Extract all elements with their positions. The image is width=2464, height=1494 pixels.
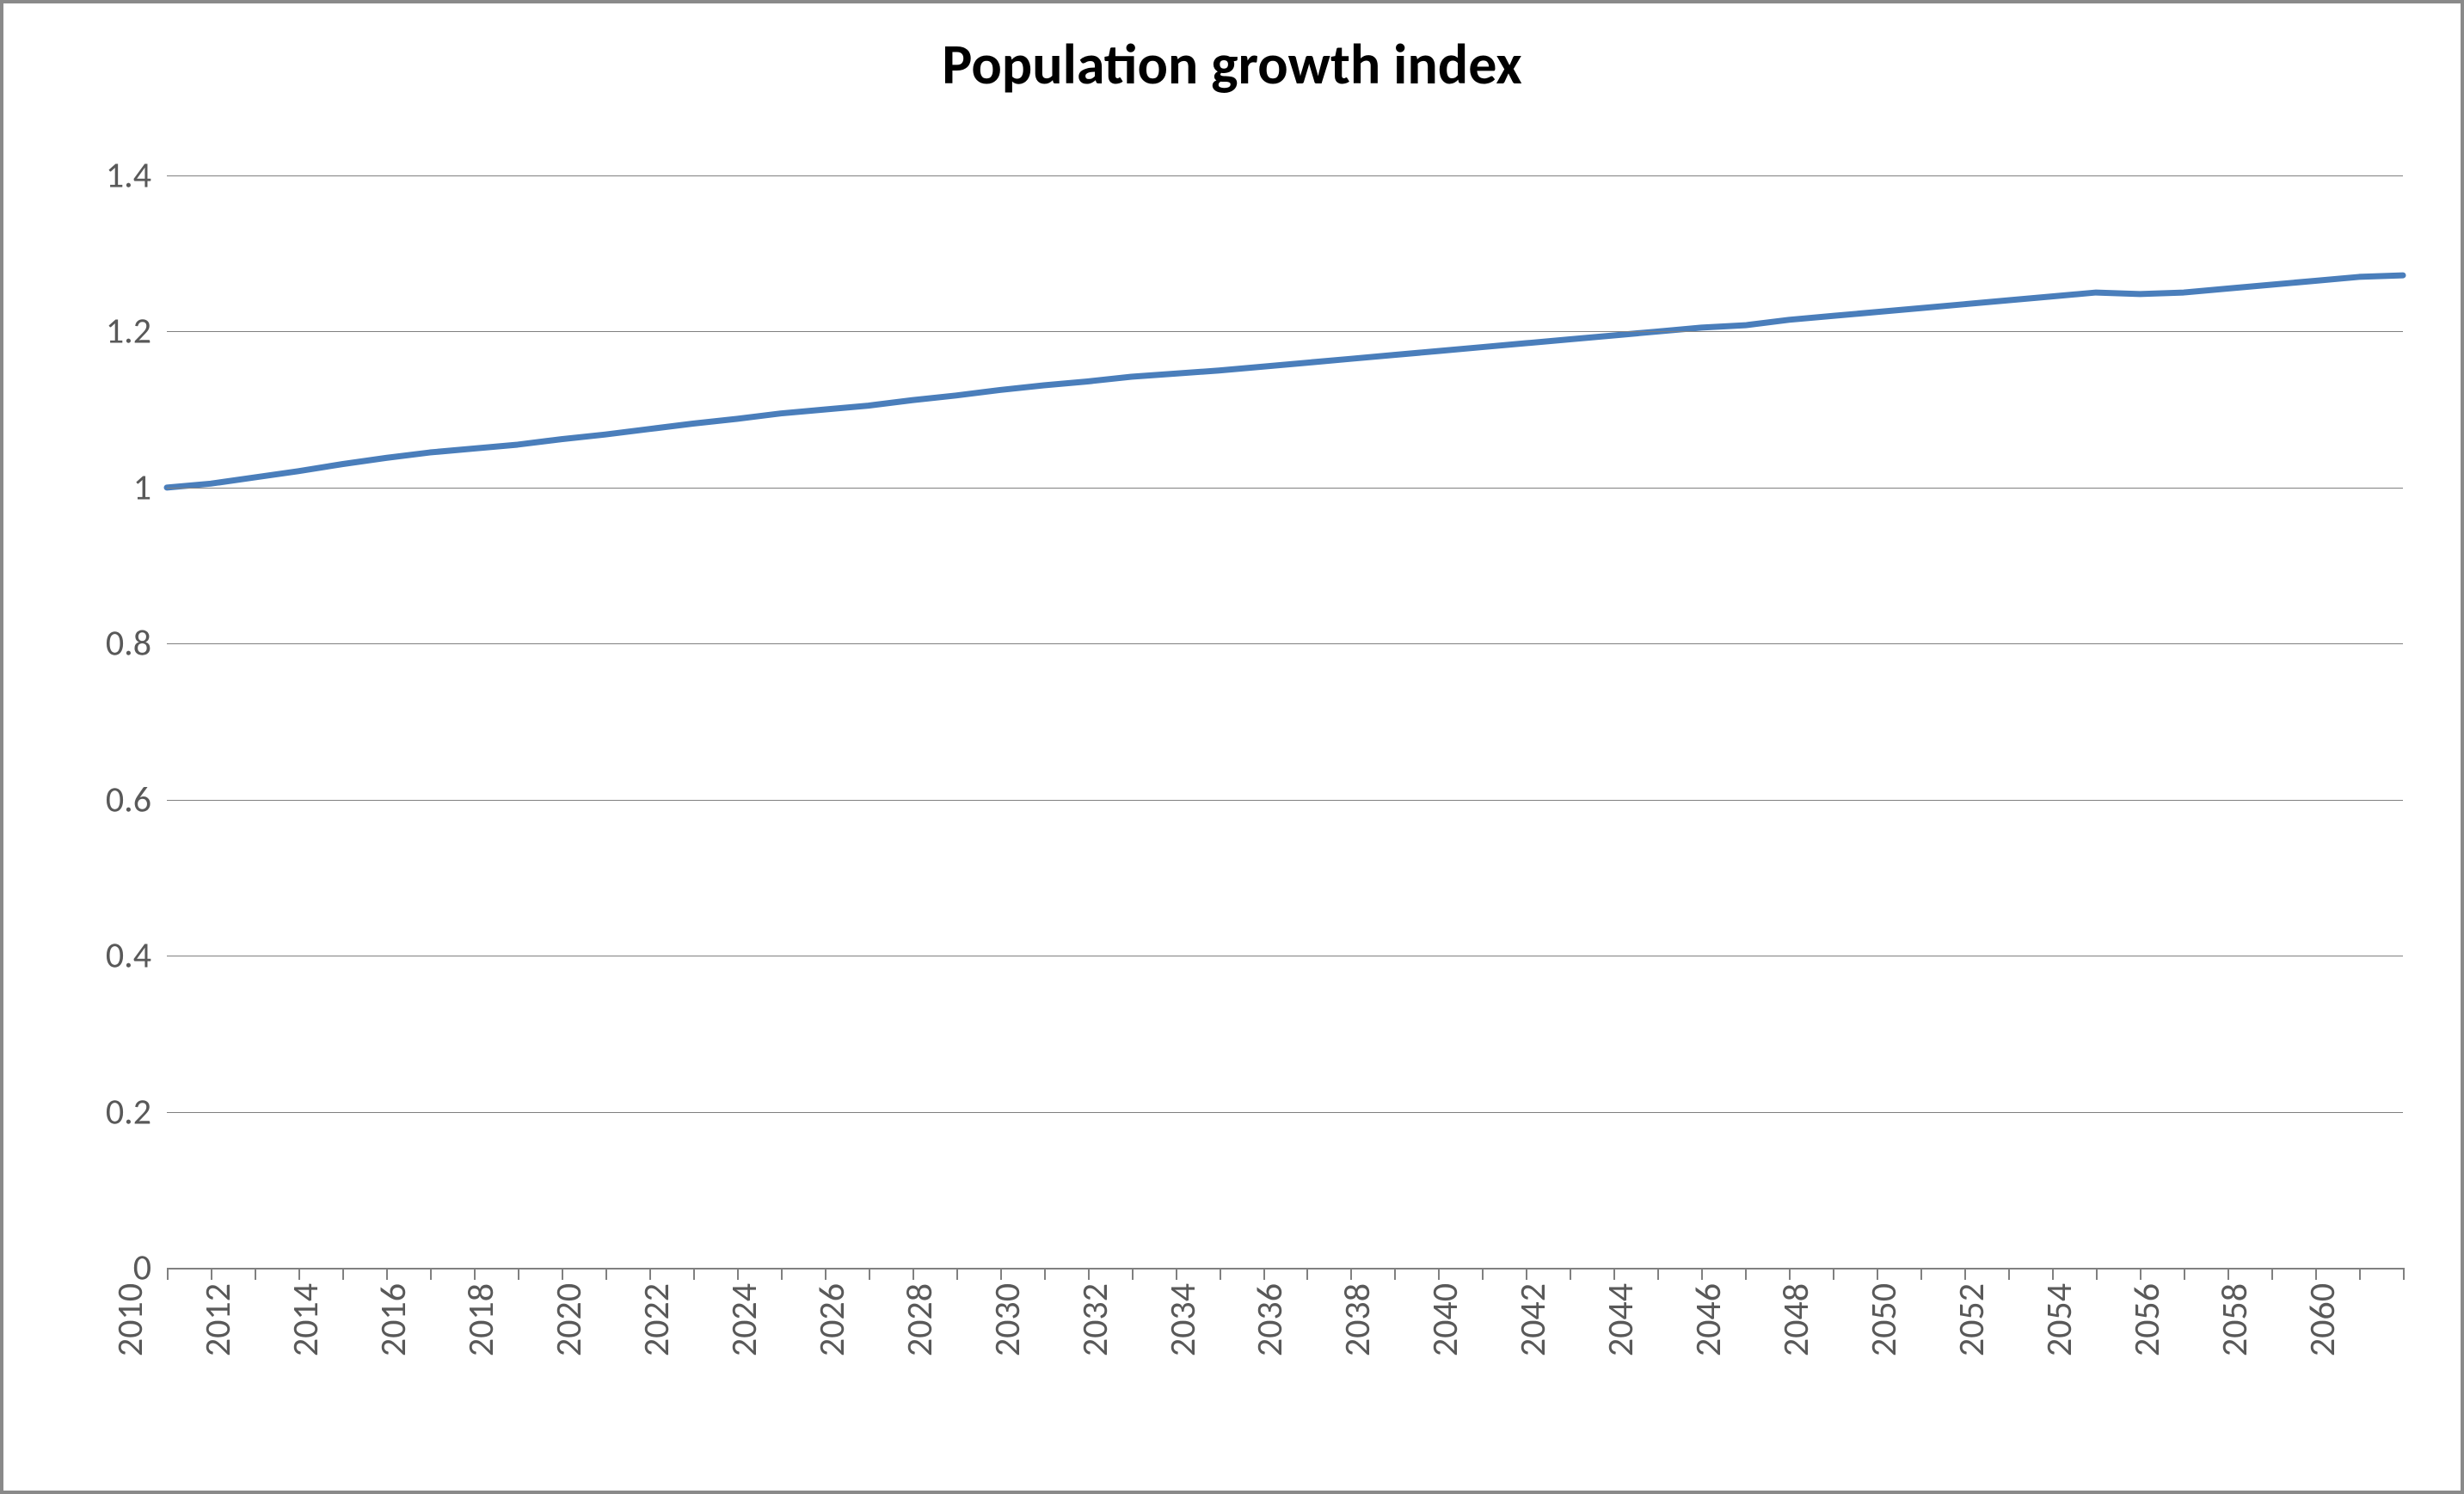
x-tick-mark (1701, 1268, 1703, 1280)
x-tick-mark (1350, 1268, 1352, 1280)
x-tick-mark (1833, 1268, 1834, 1280)
plot-area: 00.20.40.60.811.21.420102012201420162018… (167, 175, 2403, 1268)
x-tick-mark (1394, 1268, 1396, 1280)
y-tick-label: 1.4 (106, 154, 167, 198)
gridline-h (167, 331, 2403, 332)
x-tick-label: 2018 (459, 1283, 503, 1356)
x-tick-mark (1176, 1268, 1177, 1280)
x-tick-label: 2016 (372, 1283, 415, 1356)
x-tick-mark (693, 1268, 695, 1280)
x-tick-label: 2014 (284, 1283, 328, 1356)
x-tick-mark (2403, 1268, 2405, 1280)
x-tick-mark (386, 1268, 388, 1280)
x-tick-label: 2020 (547, 1283, 591, 1356)
x-tick-mark (1088, 1268, 1090, 1280)
x-tick-mark (474, 1268, 476, 1280)
x-tick-mark (605, 1268, 607, 1280)
x-tick-label: 2060 (2301, 1283, 2344, 1356)
y-tick-label: 0.6 (106, 778, 167, 821)
x-tick-mark (2359, 1268, 2361, 1280)
x-tick-mark (2271, 1268, 2273, 1280)
chart-title: Population growth index (3, 29, 2461, 99)
x-tick-label: 2044 (1599, 1283, 1643, 1356)
x-tick-mark (1613, 1268, 1615, 1280)
x-tick-label: 2026 (810, 1283, 854, 1356)
x-tick-label: 2048 (1774, 1283, 1818, 1356)
x-tick-mark (1745, 1268, 1747, 1280)
x-tick-label: 2042 (1511, 1283, 1555, 1356)
x-tick-mark (518, 1268, 519, 1280)
x-tick-label: 2024 (722, 1283, 766, 1356)
x-tick-mark (2096, 1268, 2098, 1280)
x-tick-mark (2140, 1268, 2141, 1280)
x-tick-label: 2034 (1160, 1283, 1204, 1356)
gridline-h (167, 1268, 2403, 1270)
line-series (167, 175, 2403, 1268)
x-tick-label: 2030 (986, 1283, 1029, 1356)
x-tick-mark (1482, 1268, 1484, 1280)
gridline-h (167, 1112, 2403, 1113)
gridline-h (167, 643, 2403, 644)
x-tick-mark (1263, 1268, 1265, 1280)
x-tick-mark (1306, 1268, 1308, 1280)
x-tick-mark (1220, 1268, 1221, 1280)
x-tick-label: 2010 (108, 1283, 152, 1356)
x-tick-mark (342, 1268, 344, 1280)
x-tick-mark (1570, 1268, 1571, 1280)
chart-container: Population growth index 00.20.40.60.811.… (0, 0, 2464, 1494)
x-tick-mark (869, 1268, 870, 1280)
x-tick-label: 2022 (635, 1283, 679, 1356)
x-tick-mark (2315, 1268, 2317, 1280)
x-tick-mark (1657, 1268, 1659, 1280)
y-tick-label: 0.8 (106, 622, 167, 666)
x-tick-label: 2036 (1248, 1283, 1292, 1356)
x-tick-mark (255, 1268, 256, 1280)
y-tick-label: 0.2 (106, 1090, 167, 1134)
x-tick-mark (2008, 1268, 2010, 1280)
x-tick-mark (649, 1268, 651, 1280)
x-tick-label: 2032 (1072, 1283, 1116, 1356)
x-tick-mark (298, 1268, 300, 1280)
x-tick-mark (912, 1268, 914, 1280)
x-tick-mark (211, 1268, 212, 1280)
x-tick-mark (2184, 1268, 2185, 1280)
x-tick-label: 2050 (1862, 1283, 1906, 1356)
x-tick-mark (562, 1268, 563, 1280)
x-tick-mark (825, 1268, 826, 1280)
x-tick-mark (1044, 1268, 1046, 1280)
x-tick-mark (1877, 1268, 1878, 1280)
x-tick-mark (1526, 1268, 1527, 1280)
x-tick-mark (430, 1268, 432, 1280)
x-tick-mark (1000, 1268, 1002, 1280)
y-tick-label: 1.2 (106, 310, 167, 354)
x-tick-label: 2056 (2125, 1283, 2169, 1356)
gridline-h (167, 488, 2403, 489)
x-tick-mark (737, 1268, 739, 1280)
x-tick-mark (1920, 1268, 1922, 1280)
x-tick-mark (167, 1268, 169, 1280)
x-tick-mark (1964, 1268, 1966, 1280)
series-line (167, 275, 2403, 488)
x-tick-label: 2038 (1336, 1283, 1379, 1356)
x-tick-label: 2058 (2213, 1283, 2257, 1356)
x-tick-label: 2054 (2037, 1283, 2081, 1356)
x-tick-mark (2227, 1268, 2229, 1280)
x-tick-mark (781, 1268, 783, 1280)
x-tick-label: 2040 (1423, 1283, 1467, 1356)
y-tick-label: 1 (133, 465, 167, 509)
x-tick-mark (956, 1268, 958, 1280)
y-tick-label: 0.4 (106, 934, 167, 978)
x-tick-label: 2052 (1950, 1283, 1994, 1356)
x-tick-mark (1789, 1268, 1791, 1280)
gridline-h (167, 175, 2403, 176)
x-tick-label: 2046 (1687, 1283, 1730, 1356)
x-tick-mark (1132, 1268, 1134, 1280)
x-tick-label: 2012 (196, 1283, 240, 1356)
gridline-h (167, 800, 2403, 801)
x-tick-mark (2052, 1268, 2054, 1280)
x-tick-label: 2028 (898, 1283, 942, 1356)
x-tick-mark (1438, 1268, 1440, 1280)
